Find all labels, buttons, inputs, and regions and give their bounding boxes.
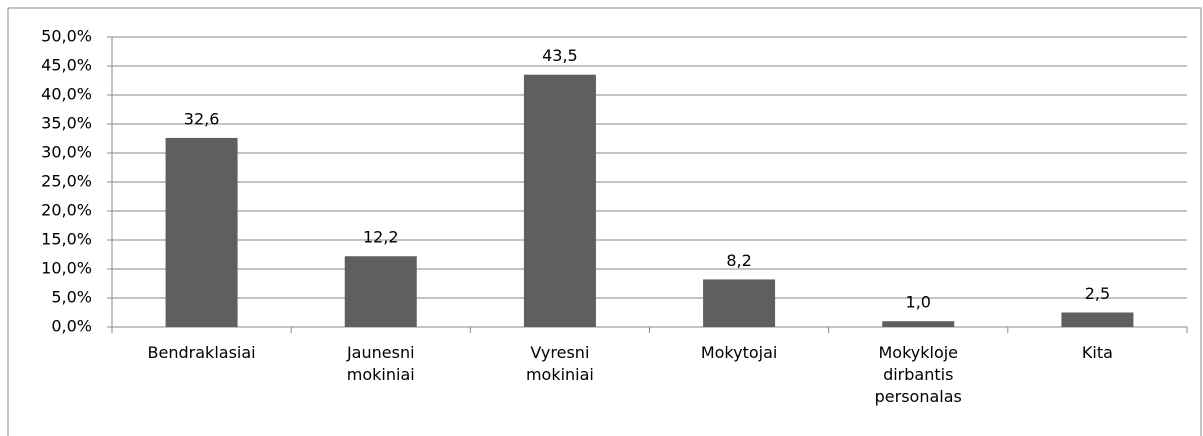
bar [165,137,238,327]
y-tick-label: 0,0% [51,317,92,336]
bar [882,321,955,327]
bar [523,74,596,327]
x-tick-label: Mokykloje dirbantis personalas [874,343,962,406]
y-tick-label: 30,0% [41,143,92,162]
x-tick-label: Bendraklasiai [147,343,256,362]
x-tick-label: Mokytojai [700,343,778,362]
y-tick-label: 20,0% [41,201,92,220]
chart-frame [7,7,1202,436]
y-tick-label: 40,0% [41,85,92,104]
value-label: 32,6 [184,109,220,128]
bar [344,256,417,327]
y-tick-label: 45,0% [41,56,92,75]
x-tick-label: Vyresni mokiniai [525,343,594,384]
bar [703,279,776,327]
value-label: 2,5 [1085,284,1110,303]
y-tick-label: 5,0% [51,288,92,307]
bar [1061,312,1134,327]
x-tick-label: Jaunesni mokiniai [346,343,415,384]
value-label: 12,2 [363,228,399,247]
x-tick-label: Kita [1081,343,1113,362]
y-tick-label: 15,0% [41,230,92,249]
y-tick-label: 25,0% [41,172,92,191]
y-tick-label: 10,0% [41,259,92,278]
value-label: 1,0 [906,293,931,312]
value-label: 8,2 [726,251,751,270]
value-label: 43,5 [542,46,578,65]
y-tick-label: 50,0% [41,27,92,46]
y-tick-label: 35,0% [41,114,92,133]
